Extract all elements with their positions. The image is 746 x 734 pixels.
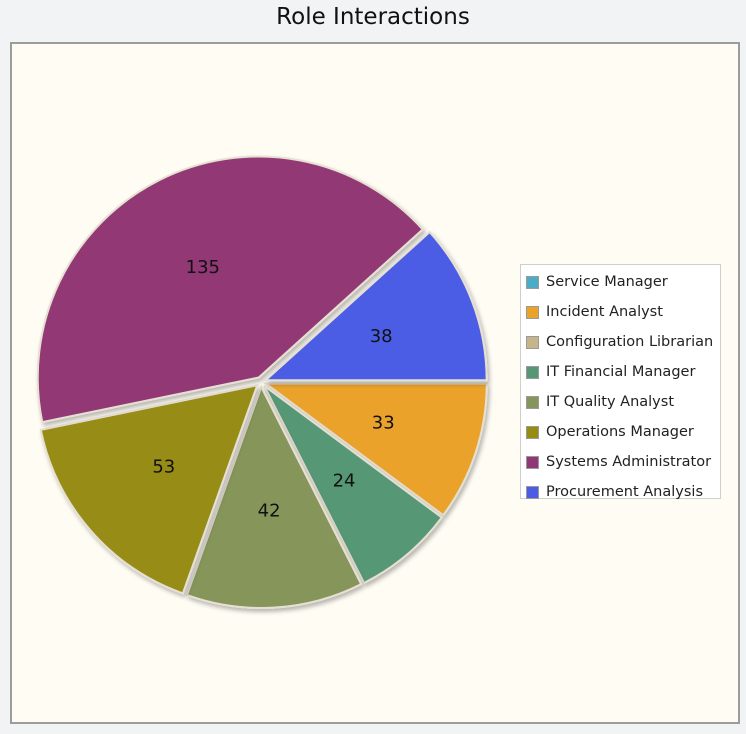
legend-item[interactable]: IT Financial Manager bbox=[521, 357, 720, 387]
legend-swatch bbox=[526, 455, 539, 469]
pie-slice-operations-manager bbox=[39, 383, 259, 595]
pie-slice-it-quality-analyst bbox=[185, 384, 363, 609]
legend-label: Incident Analyst bbox=[546, 304, 663, 320]
legend-item[interactable]: Operations Manager bbox=[521, 417, 720, 447]
legend-label: Service Manager bbox=[546, 274, 668, 290]
pie-slice-it-financial-manager bbox=[263, 385, 444, 585]
pie-chart: 33 24 42 53 135 38 bbox=[36, 155, 488, 609]
slice-value-label: 53 bbox=[152, 456, 175, 477]
legend-swatch bbox=[526, 485, 539, 499]
legend-swatch bbox=[526, 275, 539, 289]
legend-swatch bbox=[526, 365, 539, 379]
legend-swatch bbox=[526, 425, 539, 439]
slice-value-label: 38 bbox=[370, 326, 393, 347]
chart-title: Role Interactions bbox=[276, 4, 470, 30]
legend-swatch bbox=[526, 305, 539, 319]
legend-item[interactable]: IT Quality Analyst bbox=[521, 387, 720, 417]
slice-value-label: 42 bbox=[258, 501, 281, 522]
chart-panel: 33 24 42 53 135 38 Service Manager Incident An… bbox=[10, 42, 740, 724]
legend-label: IT Financial Manager bbox=[546, 364, 696, 380]
pie-slice-systems-administrator bbox=[36, 155, 425, 424]
pie-slice-procurement-analysis bbox=[263, 230, 488, 382]
legend-item[interactable]: Incident Analyst bbox=[521, 297, 720, 327]
slice-value-label: 33 bbox=[372, 412, 395, 433]
legend-item[interactable]: Service Manager bbox=[521, 267, 720, 297]
legend-item[interactable]: Procurement Analysis bbox=[521, 477, 720, 507]
legend-label: Procurement Analysis bbox=[546, 484, 704, 500]
legend-label: Configuration Librarian bbox=[546, 334, 714, 350]
legend-swatch bbox=[526, 395, 539, 409]
slice-value-label: 135 bbox=[186, 257, 220, 278]
legend-label: IT Quality Analyst bbox=[546, 394, 675, 410]
legend-item[interactable]: Systems Administrator bbox=[521, 447, 720, 477]
legend-swatch bbox=[526, 335, 539, 349]
chart-legend: Service Manager Incident Analyst Configura… bbox=[520, 264, 721, 500]
pie-slice-incident-analyst bbox=[262, 382, 488, 517]
legend-item[interactable]: Configuration Librarian bbox=[521, 327, 720, 357]
slice-value-label: 24 bbox=[333, 470, 356, 491]
legend-label: Systems Administrator bbox=[546, 454, 712, 470]
legend-label: Operations Manager bbox=[546, 424, 694, 440]
